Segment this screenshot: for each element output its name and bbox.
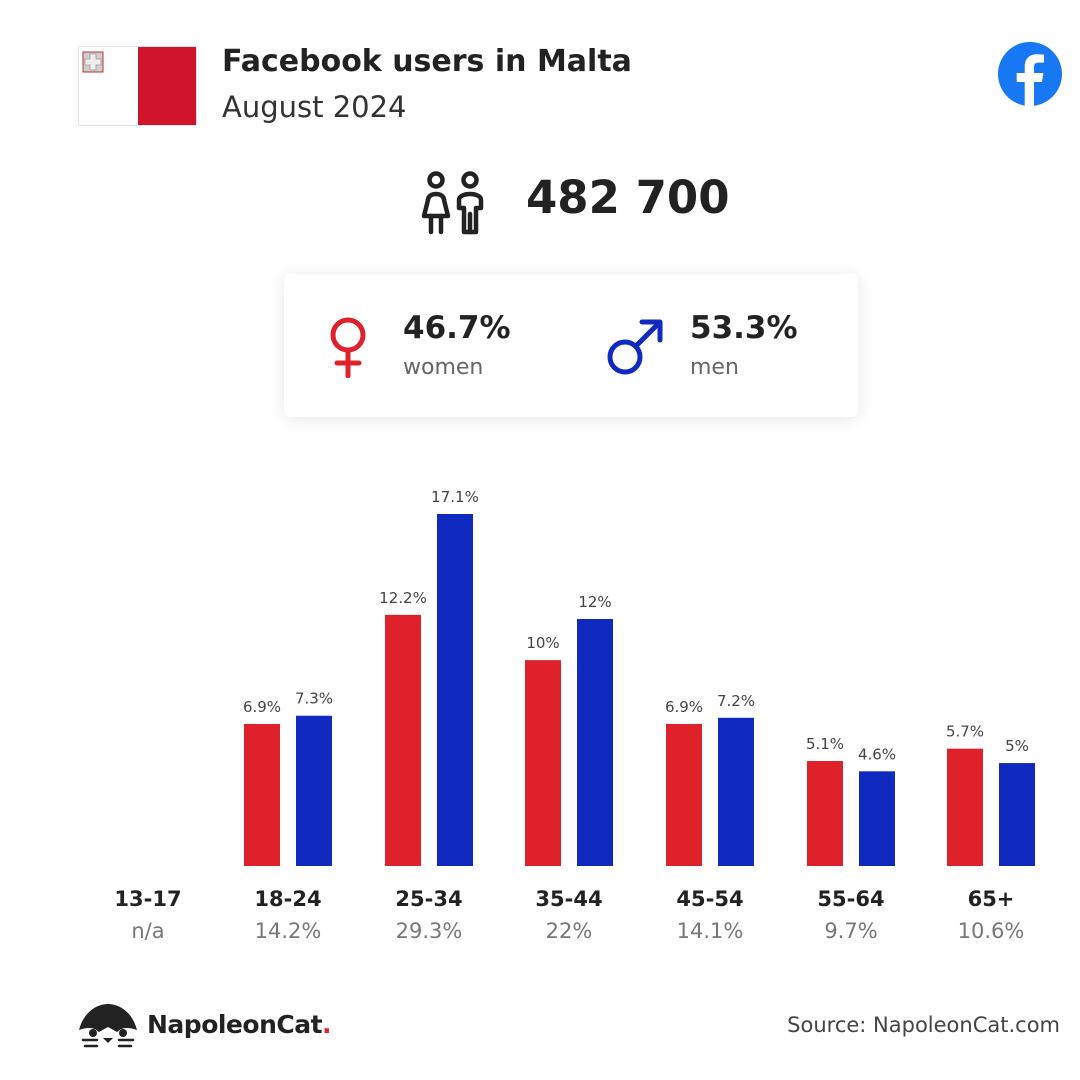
bar-25-34-s0 xyxy=(385,614,421,866)
category-label-25-34: 25-34 xyxy=(395,887,462,911)
people-icon xyxy=(421,171,484,235)
category-total-65+: 10.6% xyxy=(958,919,1025,943)
male-symbol-icon xyxy=(607,319,663,375)
flag-white-half xyxy=(79,47,138,125)
bar-45-54-s0 xyxy=(666,723,702,866)
bar-55-64-s0 xyxy=(807,761,843,866)
flag-red-half xyxy=(138,47,196,125)
data-label-18-24-s1: 7.3% xyxy=(295,690,333,708)
data-label-25-34-s1: 17.1% xyxy=(431,488,479,506)
bar-65+-s1 xyxy=(999,763,1035,866)
category-label-18-24: 18-24 xyxy=(254,887,321,911)
page-subtitle: August 2024 xyxy=(222,90,407,124)
brand-dot: . xyxy=(322,1010,332,1039)
category-label-65+: 65+ xyxy=(968,887,1015,911)
data-label-55-64-s0: 5.1% xyxy=(806,735,844,753)
women-label: women xyxy=(403,355,484,380)
category-total-25-34: 29.3% xyxy=(396,919,463,943)
total-users: 482 700 xyxy=(526,171,730,224)
napoleoncat-logo-icon xyxy=(79,1004,137,1048)
malta-flag xyxy=(79,47,196,125)
bar-18-24-s1 xyxy=(296,715,332,866)
gender-card: 46.7% women 53.3% men xyxy=(284,274,858,417)
data-label-65+-s1: 5% xyxy=(1005,737,1029,755)
brand-name: NapoleonCat. xyxy=(147,1010,332,1039)
data-label-35-44-s1: 12% xyxy=(578,593,611,611)
women-percentage: 46.7% xyxy=(403,310,511,346)
bar-35-44-s1 xyxy=(577,618,613,866)
category-label-55-64: 55-64 xyxy=(817,887,884,911)
bar-25-34-s1 xyxy=(437,514,473,866)
bar-45-54-s1 xyxy=(718,717,754,866)
brand-name-text: NapoleonCat xyxy=(147,1010,323,1039)
category-label-35-44: 35-44 xyxy=(535,887,602,911)
data-label-18-24-s0: 6.9% xyxy=(243,698,281,716)
men-label: men xyxy=(690,355,739,380)
facebook-icon xyxy=(998,42,1062,106)
data-label-65+-s0: 5.7% xyxy=(946,723,984,741)
bar-35-44-s0 xyxy=(525,660,561,866)
data-label-25-34-s0: 12.2% xyxy=(379,589,427,607)
category-label-13-17: 13-17 xyxy=(114,887,181,911)
category-label-45-54: 45-54 xyxy=(676,887,743,911)
data-label-55-64-s1: 4.6% xyxy=(858,745,896,763)
bar-65+-s0 xyxy=(947,748,983,866)
category-total-35-44: 22% xyxy=(546,919,593,943)
data-label-35-44-s0: 10% xyxy=(526,634,559,652)
data-label-45-54-s1: 7.2% xyxy=(717,692,755,710)
category-total-13-17: n/a xyxy=(131,919,164,943)
category-total-45-54: 14.1% xyxy=(677,919,744,943)
category-total-18-24: 14.2% xyxy=(255,919,322,943)
bar-55-64-s1 xyxy=(859,771,895,866)
men-percentage: 53.3% xyxy=(690,310,798,346)
bar-18-24-s0 xyxy=(244,723,280,866)
page-title: Facebook users in Malta xyxy=(222,44,632,79)
data-label-45-54-s0: 6.9% xyxy=(665,698,703,716)
category-total-55-64: 9.7% xyxy=(824,919,877,943)
source-credit: Source: NapoleonCat.com xyxy=(787,1013,1060,1037)
george-cross-icon xyxy=(82,51,104,73)
female-symbol-icon xyxy=(330,317,366,378)
